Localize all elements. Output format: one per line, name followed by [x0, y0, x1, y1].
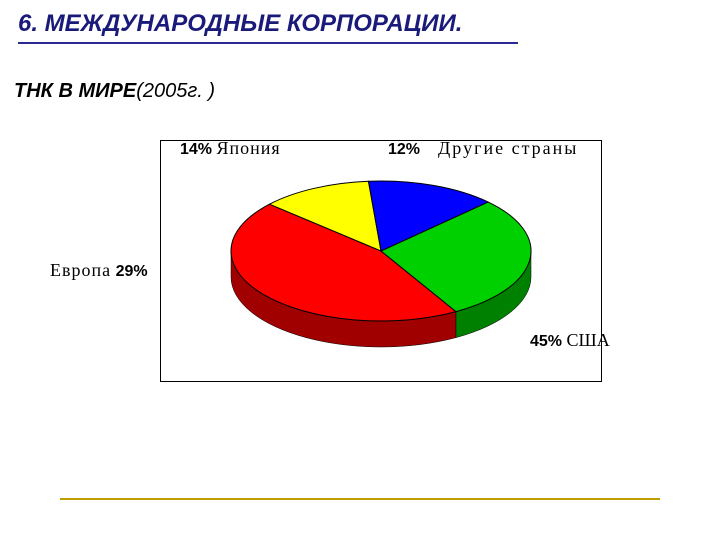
label-usa: 45% США	[530, 330, 610, 351]
label-japan: 14% Япония	[180, 138, 281, 159]
label-other-pct: 12%	[388, 141, 420, 158]
label-japan-name: Япония	[217, 138, 281, 158]
label-europe-name: Европа	[50, 260, 111, 280]
subtitle-light: (2005г. )	[136, 80, 215, 102]
subtitle-bold: ТНК В МИРЕ	[14, 80, 136, 102]
title-underline	[18, 42, 518, 44]
chart-area: 14% Япония 12% Другие страны Европа 29% …	[60, 130, 660, 390]
label-europe: Европа 29%	[50, 260, 148, 281]
label-japan-pct: 14%	[180, 141, 212, 158]
label-usa-pct: 45%	[530, 333, 562, 350]
label-usa-name: США	[567, 330, 610, 350]
slide-title: 6. МЕЖДУНАРОДНЫЕ КОРПОРАЦИИ.	[18, 10, 462, 38]
bottom-accent-line	[60, 498, 660, 500]
label-europe-pct: 29%	[116, 263, 148, 280]
slide-subtitle: ТНК В МИРЕ(2005г. )	[14, 80, 215, 103]
label-other-name: Другие страны	[438, 138, 578, 158]
label-other: 12% Другие страны	[388, 138, 578, 159]
